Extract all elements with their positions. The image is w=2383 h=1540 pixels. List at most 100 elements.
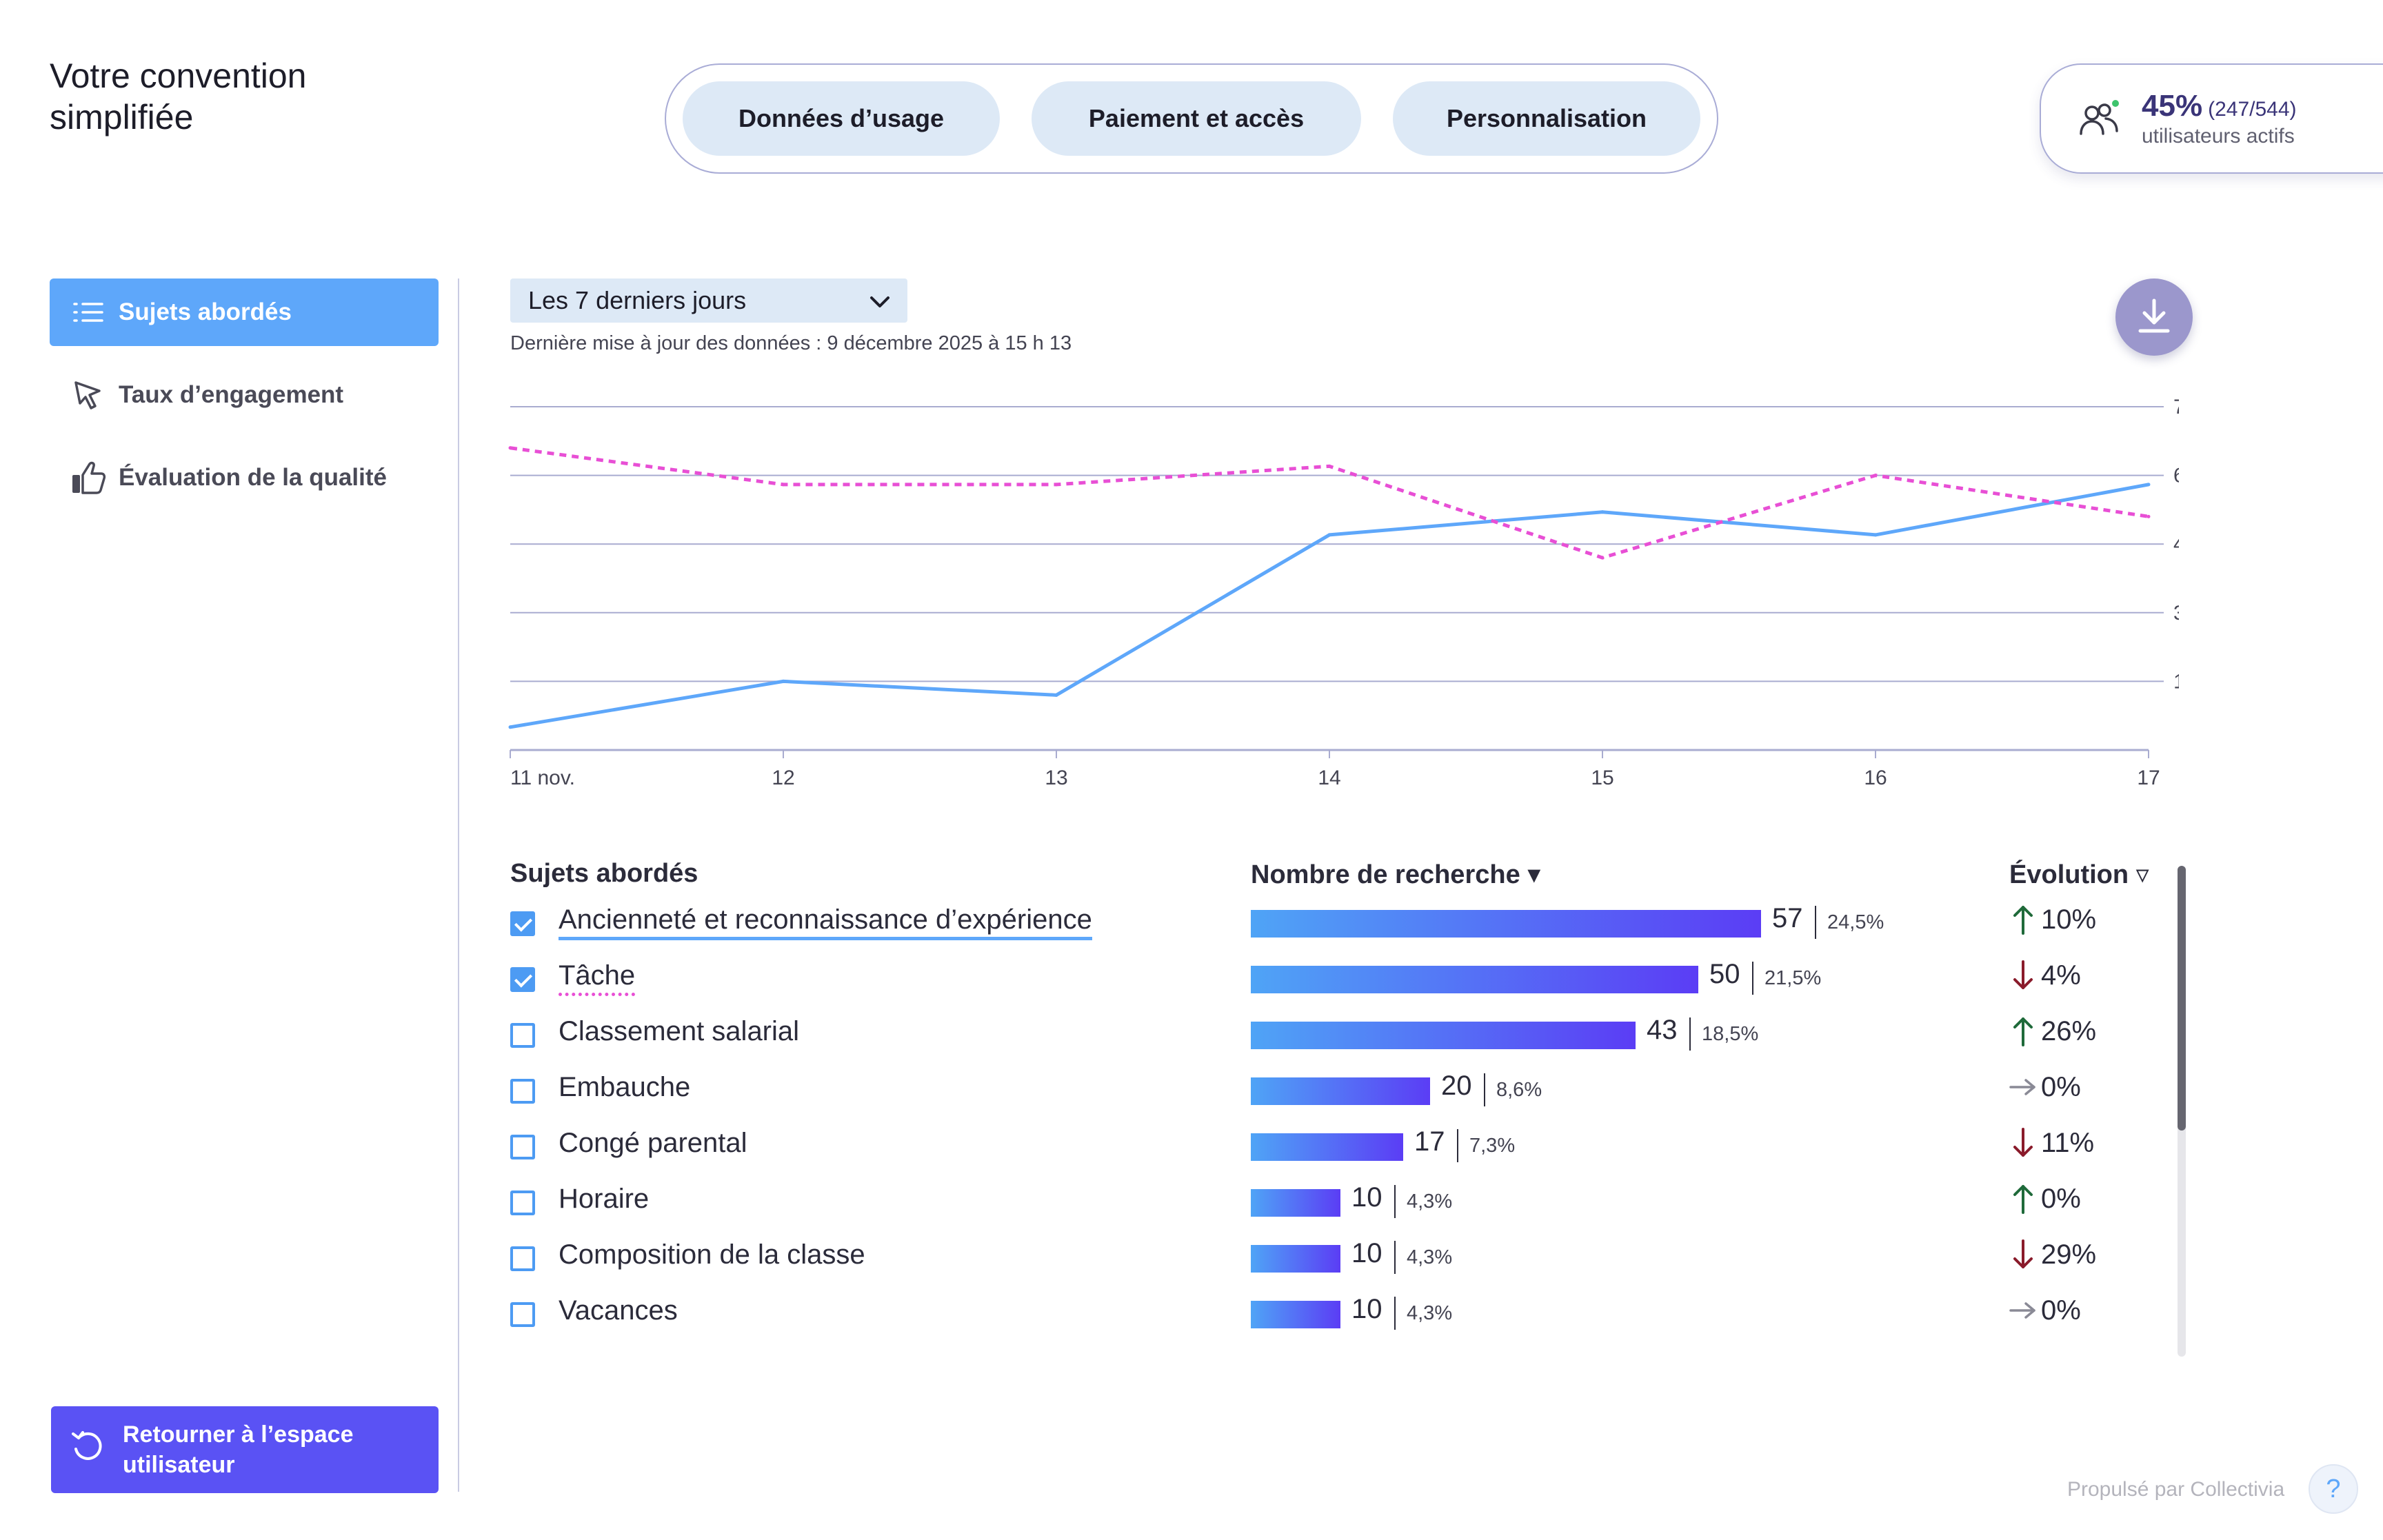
table-row: Horaire 10 4,3% 0% [510,1182,2186,1224]
topic-checkbox[interactable] [510,1191,535,1215]
series-2-point [2146,514,2151,518]
list-icon [70,294,106,330]
series-1-point [2146,483,2151,487]
series-2-point [1054,483,1058,487]
search-count-percent: 21,5% [1764,967,1822,989]
series-line-1 [510,483,2149,729]
sidebar-item-taux-engagement[interactable]: Taux d’engagement [50,361,439,429]
download-button[interactable] [2115,278,2193,356]
search-count-value: 57 [1772,903,1803,933]
value-separator [1689,1017,1691,1051]
table-row: Classement salarial 43 18,5% 26% [510,1015,2186,1056]
search-count-value: 10 [1351,1238,1382,1268]
x-tick-label: 11 nov. [510,767,575,786]
evolution-value: 29% [2041,1239,2097,1270]
series-2-point [1873,474,1878,478]
download-icon [2135,296,2173,338]
tab-donnees-usage[interactable]: Données d’usage [683,81,1000,156]
sidebar-divider [458,278,459,1492]
header-search-count[interactable]: Nombre de recherche ▾ [1251,860,1541,889]
active-users-label: utilisateurs actifs [2142,125,2295,148]
help-button[interactable]: ? [2309,1464,2358,1514]
tab-paiement-acces[interactable]: Paiement et accès [1032,81,1361,156]
sidebar-item-sujets-abordes[interactable]: Sujets abordés [50,278,439,346]
topic-checkbox[interactable] [510,1023,535,1048]
value-separator [1394,1241,1396,1274]
arrow-up-icon [2009,903,2037,936]
search-count-value: 20 [1441,1071,1472,1101]
topic-checkbox[interactable] [510,967,535,992]
evolution-value: 10% [2041,904,2097,935]
search-count-percent: 24,5% [1827,911,1884,933]
evolution-value: 4% [2041,960,2081,991]
tab-personnalisation[interactable]: Personnalisation [1393,81,1700,156]
topic-checkbox[interactable] [510,1079,535,1104]
search-count-bar [1251,1133,1403,1161]
search-count-value: 50 [1709,959,1740,989]
arrow-up-icon [2009,1015,2037,1048]
search-count-percent: 4,3% [1407,1191,1453,1213]
search-count-percent: 18,5% [1702,1023,1759,1045]
value-separator [1394,1297,1396,1330]
topic-checkbox[interactable] [510,911,535,936]
search-count-bar [1251,1022,1636,1049]
search-count-bar [1251,966,1698,993]
cursor-icon [70,377,106,413]
topic-label: Classement salarial [559,1016,800,1046]
back-to-user-space-button[interactable]: Retourner à l’espace utilisateur [51,1406,439,1493]
table-row: Vacances 10 4,3% 0% [510,1294,2186,1335]
series-1-point [781,679,785,683]
header-topics: Sujets abordés [510,859,698,888]
back-button-label: Retourner à l’espace utilisateur [123,1421,354,1478]
search-count-percent: 4,3% [1407,1246,1453,1268]
x-tick-label: 16 [1864,767,1887,786]
topic-label: Tâche [559,960,636,996]
sidebar-item-evaluation-qualite[interactable]: Évaluation de la qualité [50,444,439,511]
scrollbar-thumb[interactable] [2178,866,2186,1131]
thumbs-up-icon [70,460,106,496]
y-tick-label: 75 [2173,396,2179,418]
series-1-point [1873,533,1878,537]
evolution-cell: 0% [2009,1294,2081,1327]
arrow-right-icon [2009,1071,2037,1104]
evolution-value: 0% [2041,1295,2081,1326]
y-tick-label: 15 [2173,670,2179,693]
series-2-point [781,483,785,487]
arrow-down-icon [2009,1126,2037,1159]
arrow-up-icon [2009,1182,2037,1215]
topic-checkbox[interactable] [510,1246,535,1271]
search-count-percent: 4,3% [1407,1302,1453,1324]
topic-label: Horaire [559,1184,650,1214]
search-count-percent: 7,3% [1469,1135,1516,1157]
table-row: Ancienneté et reconnaissance d’expérienc… [510,903,2186,944]
topic-checkbox[interactable] [510,1302,535,1327]
evolution-cell: 4% [2009,959,2081,992]
y-tick-label: 60 [2173,465,2179,487]
evolution-cell: 11% [2009,1126,2094,1159]
series-2-point [1327,464,1331,468]
evolution-cell: 10% [2009,903,2096,936]
users-icon [2077,97,2121,141]
scrollbar[interactable] [2178,866,2186,1357]
last-updated-text: Dernière mise à jour des données : 9 déc… [510,332,1072,354]
topic-label: Congé parental [559,1128,747,1158]
topic-checkbox[interactable] [510,1135,535,1159]
active-users-card: 45% (247/544) utilisateurs actifs [2040,63,2383,174]
period-select[interactable]: Les 7 derniers jours [510,278,907,323]
evolution-cell: 29% [2009,1238,2096,1271]
value-separator [1815,906,1816,939]
x-tick-label: 15 [1591,767,1613,786]
search-count-bar [1251,1245,1340,1273]
topic-label: Ancienneté et reconnaissance d’expérienc… [559,904,1092,940]
arrow-down-icon [2009,1238,2037,1271]
period-select-value: Les 7 derniers jours [528,286,747,314]
search-count-value: 17 [1414,1126,1445,1157]
series-2-point [508,446,512,450]
x-tick-label: 17 [2137,767,2160,786]
sidebar-item-label: Sujets abordés [119,298,292,325]
active-users-percent: 45% [2142,89,2203,123]
x-tick-label: 14 [1318,767,1340,786]
header-evolution[interactable]: Évolution ▿ [2009,860,2149,889]
value-separator [1457,1129,1458,1162]
table-row: Composition de la classe 10 4,3% 29% [510,1238,2186,1279]
